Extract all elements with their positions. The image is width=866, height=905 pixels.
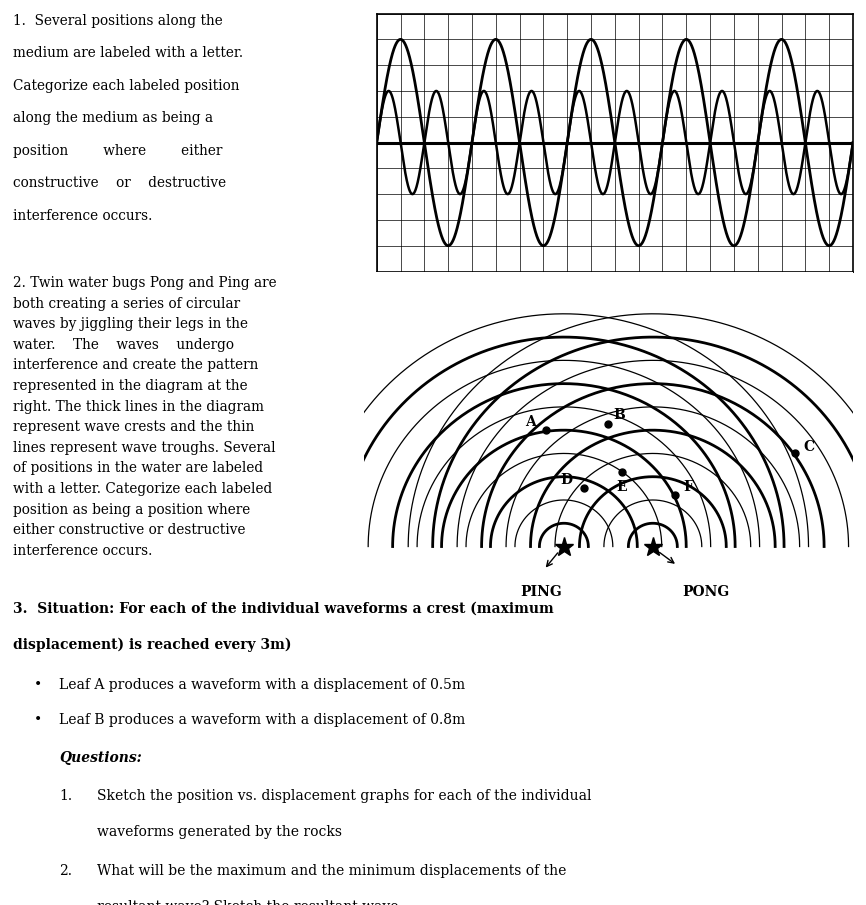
Text: E: E [617, 480, 627, 494]
Text: Sketch the position vs. displacement graphs for each of the individual: Sketch the position vs. displacement gra… [97, 789, 591, 803]
Text: 1.  Several positions along the: 1. Several positions along the [13, 14, 223, 27]
Text: interference occurs.: interference occurs. [13, 209, 152, 223]
Text: Questions:: Questions: [59, 751, 142, 765]
Text: with a letter. Categorize each labeled: with a letter. Categorize each labeled [13, 482, 272, 496]
Text: Categorize each labeled position: Categorize each labeled position [13, 79, 240, 92]
Text: Leaf B produces a waveform with a displacement of 0.8m: Leaf B produces a waveform with a displa… [59, 713, 465, 728]
Text: L: L [682, 320, 691, 334]
Text: displacement) is reached every 3m): displacement) is reached every 3m) [13, 638, 292, 653]
Text: A: A [525, 414, 536, 429]
Text: lines represent wave troughs. Several: lines represent wave troughs. Several [13, 441, 275, 455]
Text: What will be the maximum and the minimum displacements of the: What will be the maximum and the minimum… [97, 864, 566, 878]
Text: resultant wave? Sketch the resultant wave.: resultant wave? Sketch the resultant wav… [97, 900, 403, 905]
Text: M: M [727, 320, 741, 334]
Text: constructive    or    destructive: constructive or destructive [13, 176, 226, 190]
Text: of positions in the water are labeled: of positions in the water are labeled [13, 462, 263, 475]
Text: 3.  Situation: For each of the individual waveforms a crest (maximum: 3. Situation: For each of the individual… [13, 602, 553, 616]
Text: 2.: 2. [59, 864, 72, 878]
Text: either constructive or destructive: either constructive or destructive [13, 523, 245, 538]
Text: J: J [540, 320, 546, 334]
Text: Leaf A produces a waveform with a displacement of 0.5m: Leaf A produces a waveform with a displa… [59, 678, 465, 691]
Text: K: K [633, 320, 644, 334]
Text: right. The thick lines in the diagram: right. The thick lines in the diagram [13, 400, 264, 414]
Text: H: H [442, 320, 455, 334]
Text: 1.: 1. [59, 789, 73, 803]
Text: B: B [614, 408, 625, 423]
Text: position        where        either: position where either [13, 144, 223, 157]
Text: D: D [560, 473, 572, 487]
Text: O: O [824, 320, 835, 334]
Text: represented in the diagram at the: represented in the diagram at the [13, 379, 248, 393]
Text: PING: PING [520, 585, 563, 598]
Text: F: F [683, 480, 694, 494]
Text: •: • [34, 713, 42, 728]
Text: interference occurs.: interference occurs. [13, 544, 152, 557]
Text: water.    The    waves    undergo: water. The waves undergo [13, 338, 234, 352]
Text: along the medium as being a: along the medium as being a [13, 111, 213, 125]
Text: N: N [775, 320, 788, 334]
Text: •: • [34, 678, 42, 691]
Text: C: C [803, 440, 814, 454]
Text: 2. Twin water bugs Pong and Ping are: 2. Twin water bugs Pong and Ping are [13, 276, 276, 290]
Text: both creating a series of circular: both creating a series of circular [13, 297, 240, 310]
Text: medium are labeled with a letter.: medium are labeled with a letter. [13, 46, 243, 60]
Text: G: G [395, 320, 406, 334]
Text: I: I [493, 320, 499, 334]
Text: PONG: PONG [682, 585, 730, 598]
Text: position as being a position where: position as being a position where [13, 502, 250, 517]
Text: interference and create the pattern: interference and create the pattern [13, 358, 258, 373]
Text: waveforms generated by the rocks: waveforms generated by the rocks [97, 824, 342, 839]
Text: waves by jiggling their legs in the: waves by jiggling their legs in the [13, 318, 248, 331]
Text: represent wave crests and the thin: represent wave crests and the thin [13, 420, 255, 434]
